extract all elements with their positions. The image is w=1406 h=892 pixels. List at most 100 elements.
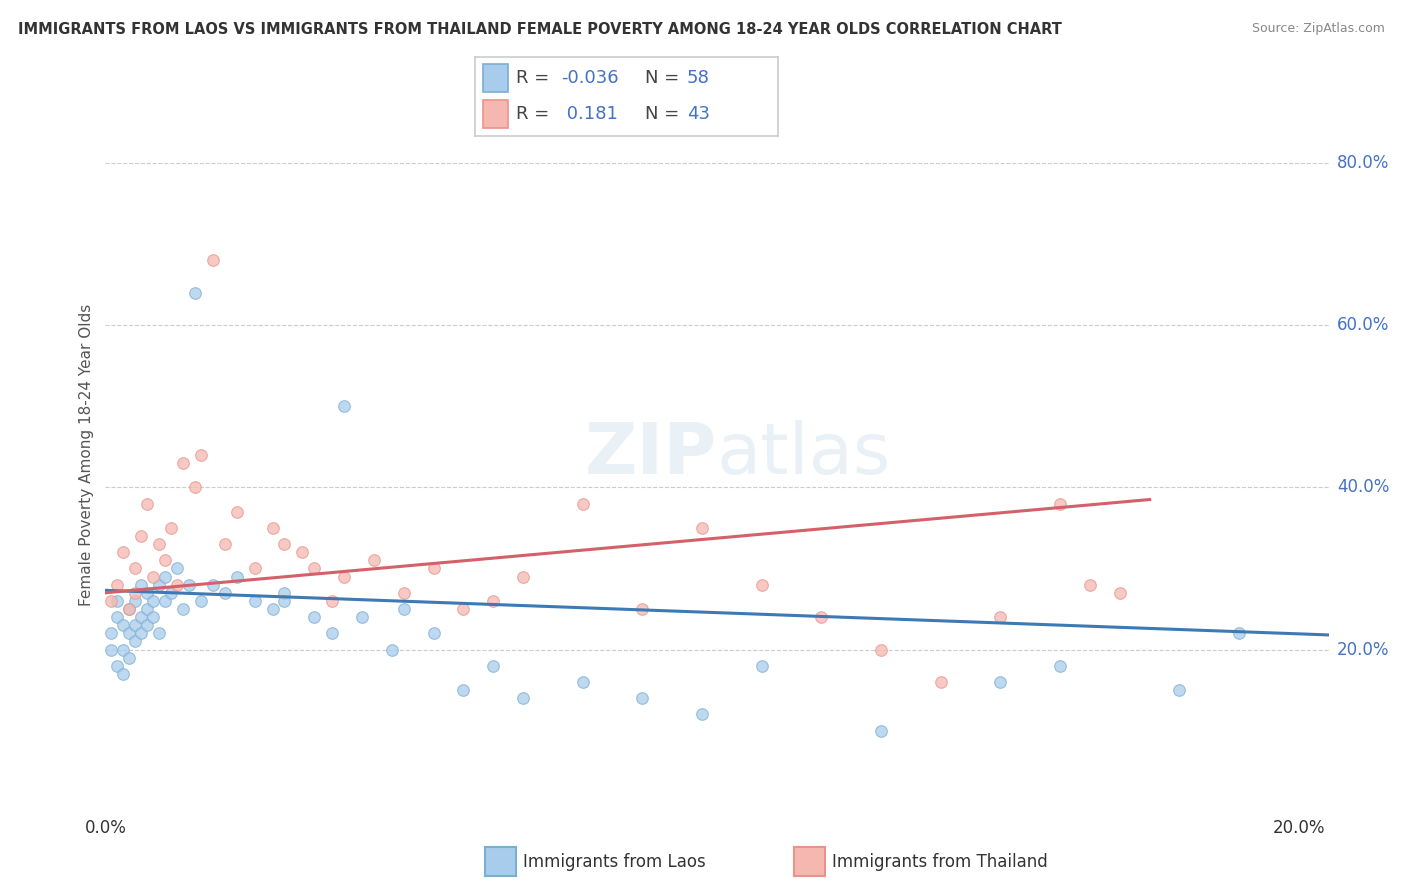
Point	[929, 675, 952, 690]
Point	[631, 691, 654, 706]
Point	[153, 569, 176, 583]
Point	[136, 602, 159, 616]
Point	[105, 658, 128, 673]
Point	[112, 666, 135, 681]
Point	[990, 675, 1012, 690]
Text: IMMIGRANTS FROM LAOS VS IMMIGRANTS FROM THAILAND FEMALE POVERTY AMONG 18-24 YEAR: IMMIGRANTS FROM LAOS VS IMMIGRANTS FROM …	[18, 22, 1062, 37]
Point	[172, 456, 194, 470]
Point	[453, 602, 475, 616]
Point	[160, 521, 183, 535]
Point	[751, 577, 773, 591]
Point	[105, 594, 128, 608]
Text: 43: 43	[688, 105, 710, 123]
Point	[482, 658, 505, 673]
Point	[124, 586, 146, 600]
Text: Immigrants from Laos: Immigrants from Laos	[523, 853, 706, 871]
Point	[118, 602, 141, 616]
Point	[363, 553, 385, 567]
Point	[631, 602, 654, 616]
Point	[453, 683, 475, 698]
Point	[129, 529, 152, 543]
Point	[512, 691, 534, 706]
Point	[572, 675, 595, 690]
Point	[690, 521, 713, 535]
Point	[243, 561, 266, 575]
Point	[124, 561, 146, 575]
Point	[304, 610, 326, 624]
Point	[118, 602, 141, 616]
Point	[225, 505, 247, 519]
Point	[112, 618, 135, 632]
Point	[751, 658, 773, 673]
Point	[184, 285, 207, 300]
Point	[321, 626, 343, 640]
Point	[690, 707, 713, 722]
Y-axis label: Female Poverty Among 18-24 Year Olds: Female Poverty Among 18-24 Year Olds	[79, 304, 94, 606]
Point	[100, 642, 122, 657]
Point	[100, 626, 122, 640]
Text: ZIP: ZIP	[585, 420, 717, 490]
Point	[118, 650, 141, 665]
Text: 40.0%: 40.0%	[1337, 478, 1389, 496]
Point	[166, 577, 188, 591]
Point	[136, 497, 159, 511]
Point	[870, 723, 893, 738]
Point	[124, 634, 146, 648]
Point	[990, 610, 1012, 624]
Text: R =: R =	[516, 69, 555, 87]
Point	[201, 253, 224, 268]
Text: 20.0%: 20.0%	[1337, 640, 1389, 658]
Point	[243, 594, 266, 608]
Text: R =: R =	[516, 105, 555, 123]
Point	[148, 537, 170, 551]
Point	[124, 594, 146, 608]
Point	[422, 561, 444, 575]
Point	[291, 545, 314, 559]
Point	[100, 594, 122, 608]
Point	[870, 642, 893, 657]
Point	[142, 594, 165, 608]
Point	[381, 642, 404, 657]
Text: N =: N =	[644, 105, 685, 123]
Point	[214, 586, 236, 600]
Point	[177, 577, 200, 591]
Point	[105, 577, 128, 591]
Point	[136, 586, 159, 600]
Point	[112, 545, 135, 559]
Point	[512, 569, 534, 583]
Bar	[482, 100, 509, 128]
Text: Immigrants from Thailand: Immigrants from Thailand	[832, 853, 1047, 871]
Point	[142, 610, 165, 624]
Point	[482, 594, 505, 608]
Point	[214, 537, 236, 551]
Bar	[482, 64, 509, 92]
Point	[124, 618, 146, 632]
Point	[810, 610, 832, 624]
Point	[184, 480, 207, 494]
Point	[262, 602, 284, 616]
Point	[262, 521, 284, 535]
Point	[160, 586, 183, 600]
Point	[1049, 658, 1071, 673]
Point	[142, 569, 165, 583]
Point	[321, 594, 343, 608]
Text: 80.0%: 80.0%	[1337, 154, 1389, 172]
Text: N =: N =	[644, 69, 685, 87]
Point	[225, 569, 247, 583]
Point	[166, 561, 188, 575]
Point	[1168, 683, 1191, 698]
Text: 0.181: 0.181	[561, 105, 619, 123]
Text: 60.0%: 60.0%	[1337, 316, 1389, 334]
Point	[1078, 577, 1101, 591]
Text: -0.036: -0.036	[561, 69, 619, 87]
Point	[333, 399, 356, 413]
Point	[129, 626, 152, 640]
Text: atlas: atlas	[717, 420, 891, 490]
Point	[201, 577, 224, 591]
Point	[350, 610, 373, 624]
Point	[118, 626, 141, 640]
Point	[112, 642, 135, 657]
Point	[273, 537, 295, 551]
Point	[148, 577, 170, 591]
Point	[1227, 626, 1250, 640]
